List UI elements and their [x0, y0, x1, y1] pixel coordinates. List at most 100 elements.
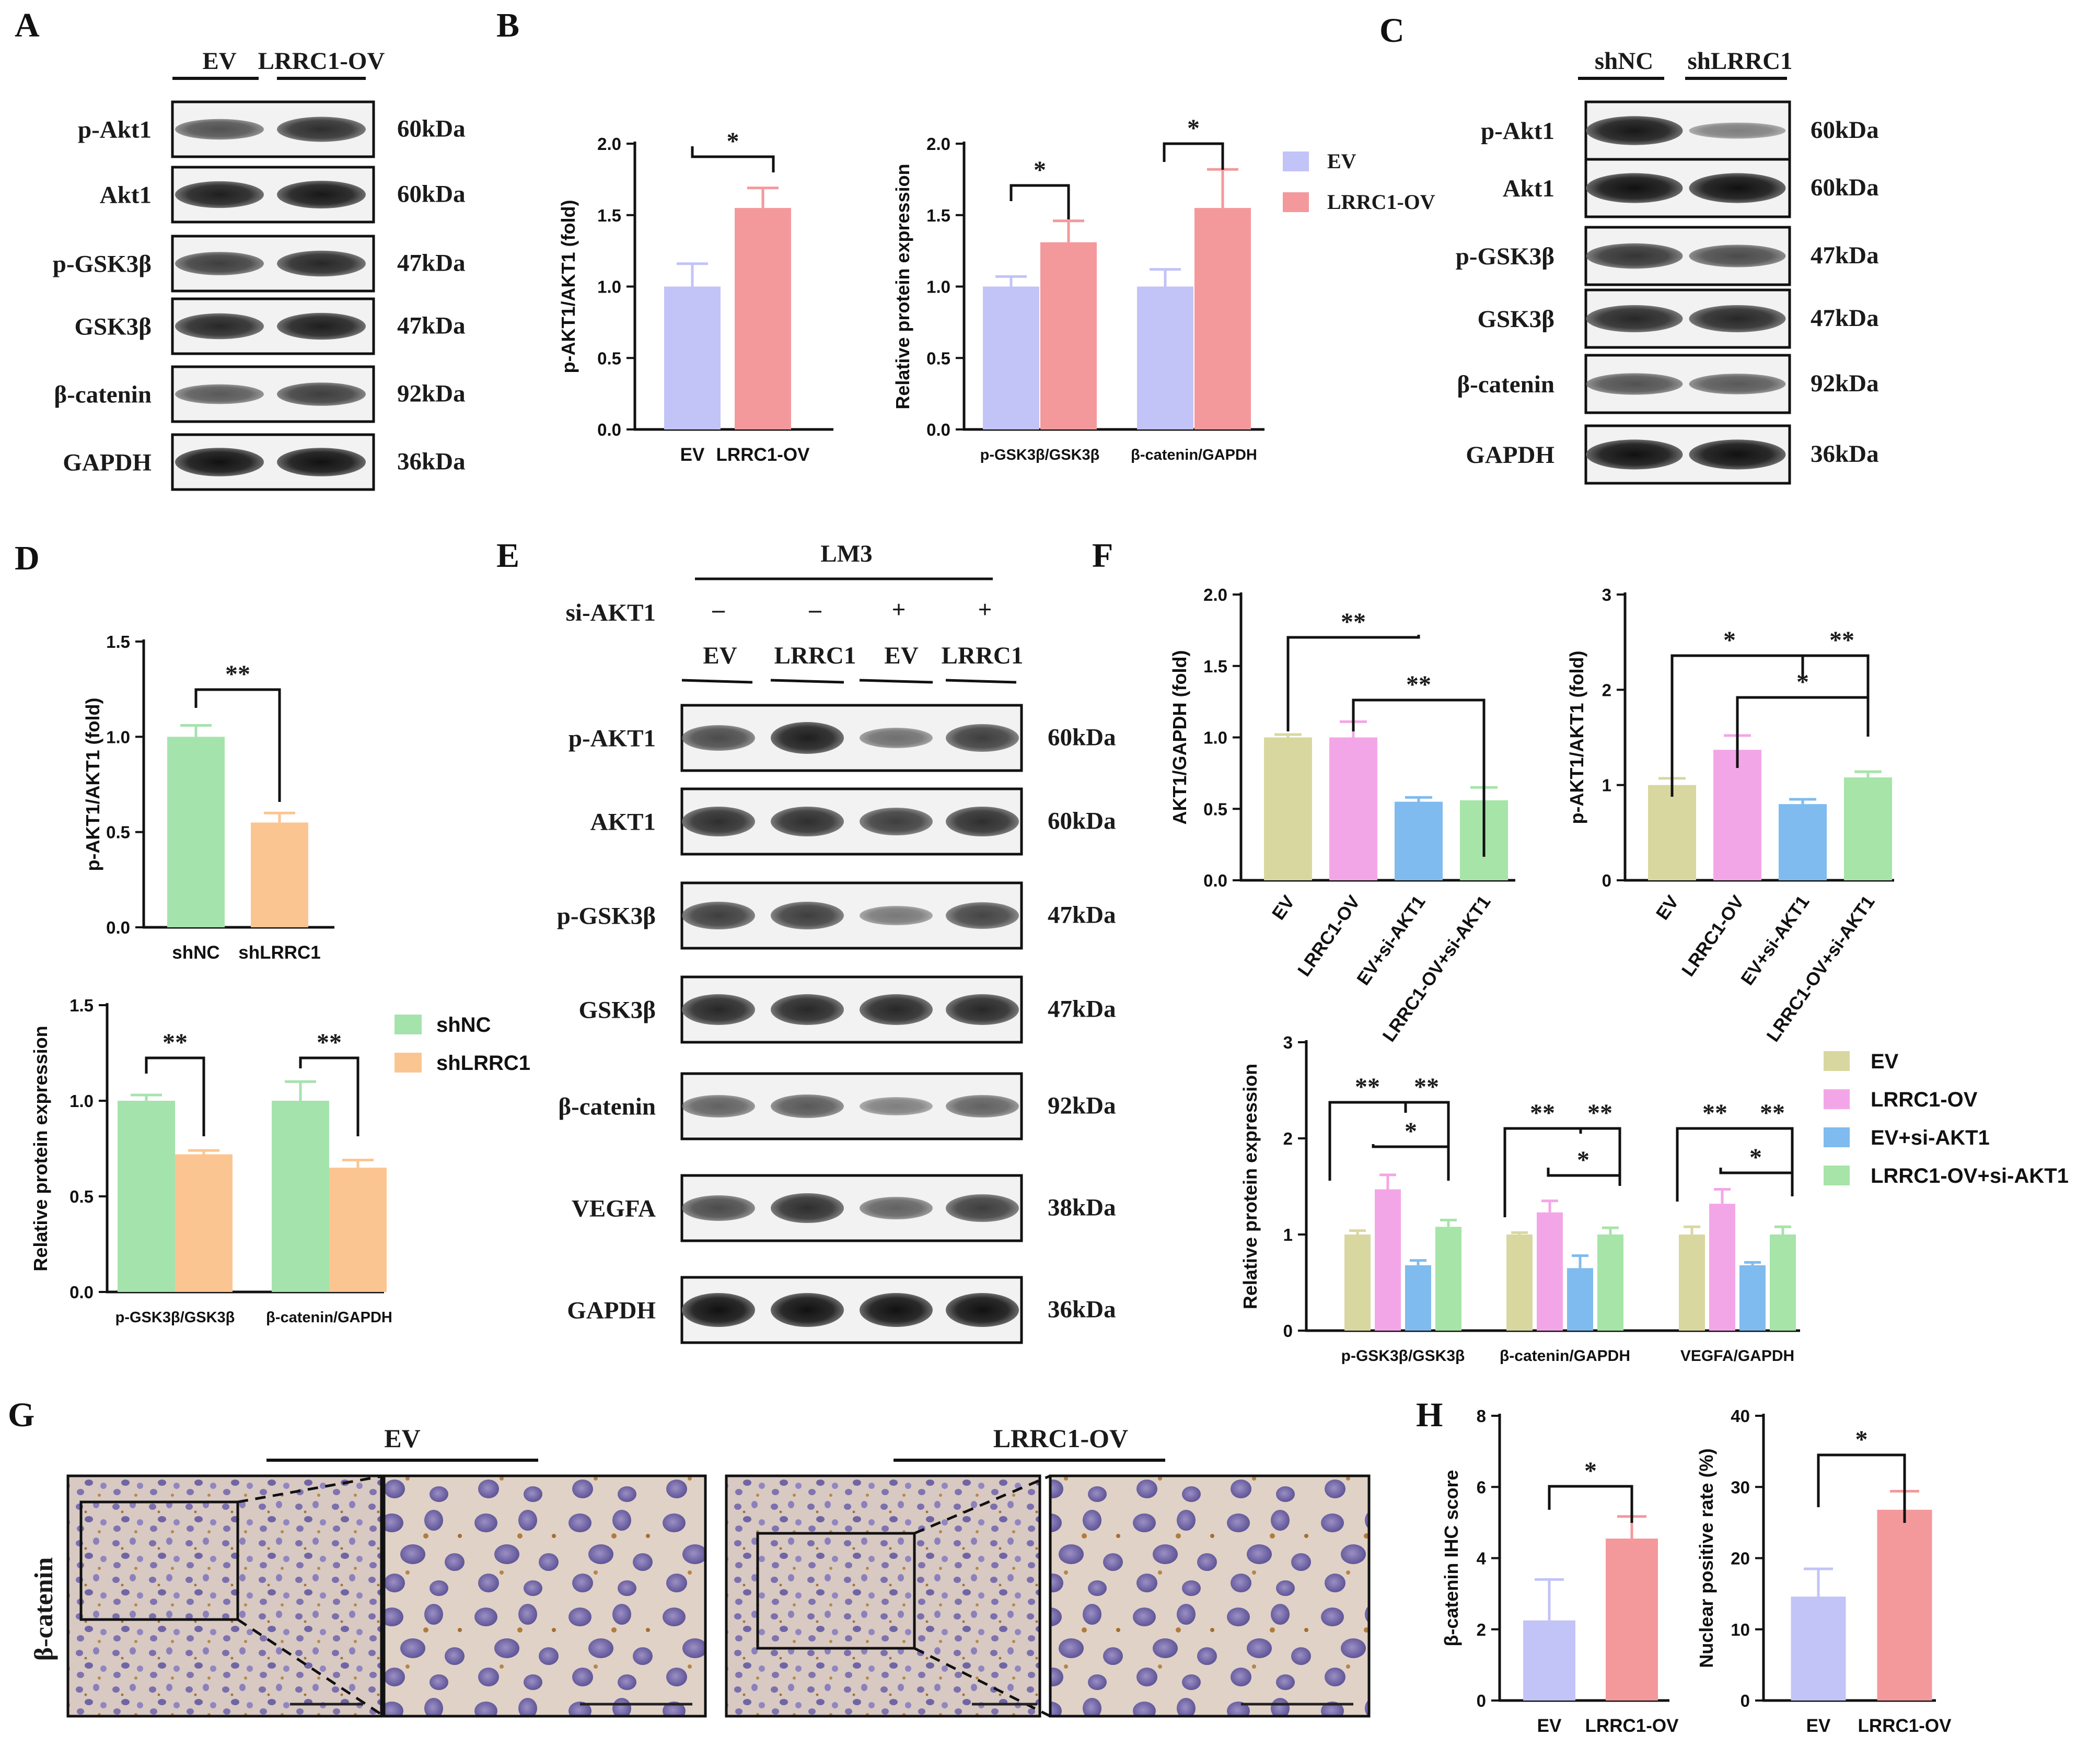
- blot-e-sign-2: –: [808, 596, 821, 623]
- blot-e-sign-4: +: [978, 596, 992, 623]
- blot-e-band: [682, 725, 755, 751]
- panel-letter-e: E: [496, 537, 519, 575]
- y-tick-label: 0.5: [106, 823, 130, 842]
- blot-e-band: [682, 1195, 755, 1221]
- chart-F1: 0.0 0.5 1.0 1.5 2.0 AKT1/GAPDH (fold) EVLRRC1-…: [1169, 585, 1515, 1045]
- x-tick-label: EV+si-AKT1: [1353, 892, 1429, 989]
- y-tick-label: 0.0: [926, 420, 950, 439]
- blot-e-treatment-label: si-AKT1: [566, 599, 656, 626]
- y-axis-label: p-AKT1/AKT1 (fold): [82, 698, 103, 871]
- legend-d-label-shnc: shNC: [436, 1014, 491, 1036]
- significance-bracket: [1801, 654, 1870, 724]
- blot-e-row-label: β-catenin: [558, 1093, 656, 1121]
- x-tick-label: LRRC1-OV: [1585, 1716, 1679, 1736]
- blot-a-row-label: GSK3β: [74, 313, 152, 341]
- blot-e-band: [860, 994, 933, 1025]
- x-tick-label: p-GSK3β/GSK3β: [980, 447, 1100, 463]
- panel-letter-h: H: [1416, 1396, 1443, 1434]
- blot-a-band: [277, 117, 366, 142]
- significance-label: *: [727, 127, 739, 155]
- blot-c-band: [1586, 116, 1683, 145]
- blot-e-band: [946, 1194, 1019, 1222]
- blot-e-row-label: GAPDH: [567, 1297, 656, 1324]
- blot-c-band: [1689, 305, 1786, 332]
- blot-e-row-kda: 60kDa: [1048, 808, 1116, 835]
- legend-f: EV LRRC1-OV EV+si-AKT1 LRRC1-OV+si-AKT1: [1824, 1050, 2069, 1187]
- y-tick-label: 6: [1477, 1477, 1486, 1497]
- x-tick-label: EV+si-AKT1: [1737, 892, 1813, 989]
- ihc-ov-overview-image: [725, 1474, 1041, 1718]
- y-tick-label: 30: [1731, 1477, 1750, 1497]
- x-tick-label: shNC: [172, 942, 219, 963]
- x-tick-label: shLRRC1: [238, 942, 321, 963]
- blot-e-lane-line: [681, 679, 753, 684]
- blot-c-row-label: β-catenin: [1457, 371, 1554, 398]
- x-tick-label: EV: [1268, 892, 1299, 924]
- blot-a-group-ev: EV: [202, 48, 236, 75]
- blot-e-band: [771, 1293, 844, 1327]
- significance-label: *: [1855, 1426, 1868, 1453]
- y-tick-label: 2.0: [926, 134, 950, 154]
- y-tick-label: 1.0: [69, 1091, 94, 1111]
- bar: [1375, 1189, 1401, 1331]
- chart-H1: 0 2 4 6 8 β-catenin IHC score EV LRRC1-OV *: [1441, 1406, 1679, 1736]
- y-axis-label: p-AKT1/AKT1 (fold): [558, 200, 579, 374]
- legend-d-swatch-shlrrc1: [395, 1053, 422, 1073]
- blot-e-row-label: p-GSK3β: [557, 903, 656, 930]
- y-tick-label: 1: [1283, 1225, 1293, 1244]
- y-tick-label: 2: [1602, 680, 1611, 700]
- y-tick-label: 4: [1477, 1549, 1487, 1568]
- significance-bracket: [1372, 1144, 1450, 1181]
- bar: [735, 208, 791, 429]
- bar: [1779, 804, 1827, 880]
- y-tick-label: 0.0: [597, 420, 621, 439]
- blot-e-band: [860, 906, 933, 925]
- blot-e-band: [860, 1097, 933, 1115]
- legend-b-label-ov: LRRC1-OV: [1327, 190, 1435, 214]
- y-tick-label: 3: [1602, 585, 1611, 604]
- bar: [1709, 1204, 1735, 1331]
- panel-letter-d: D: [15, 539, 40, 577]
- bar: [1648, 785, 1696, 880]
- significance-bracket: [299, 1056, 359, 1136]
- blot-e-band: [682, 807, 755, 836]
- blot-a-row-kda: 60kDa: [397, 115, 466, 143]
- y-tick-label: 0.5: [69, 1187, 94, 1206]
- legend-b: EV LRRC1-OV: [1283, 149, 1435, 214]
- blot-c-group-shnc: shNC: [1595, 48, 1653, 75]
- blot-c-band: [1586, 243, 1683, 269]
- bar: [175, 1154, 233, 1292]
- blot-c-band: [1689, 374, 1786, 394]
- blot-a-row-kda: 47kDa: [397, 312, 466, 340]
- blot-c-row-kda: 60kDa: [1811, 117, 1879, 144]
- blot-a-row-label: p-GSK3β: [53, 251, 152, 278]
- bar: [1329, 737, 1377, 880]
- blot-e-band: [946, 1293, 1019, 1327]
- significance-bracket: [194, 688, 281, 802]
- blot-c-row-label: p-GSK3β: [1456, 243, 1554, 270]
- blot-e-band: [860, 1197, 933, 1219]
- blot-e-row-kda: 92kDa: [1048, 1092, 1116, 1120]
- bar: [1739, 1265, 1766, 1331]
- blot-a-band: [175, 181, 264, 208]
- y-tick-label: 0.0: [106, 918, 130, 937]
- significance-bracket: [1676, 1127, 1753, 1202]
- blot-a-row-kda: 36kDa: [397, 448, 466, 475]
- blot-c-row-kda: 92kDa: [1811, 370, 1879, 397]
- blot-e-band: [771, 902, 844, 929]
- chart-B2: 0.0 0.5 1.0 1.5 2.0 Relative protein expressi…: [892, 114, 1264, 463]
- significance-label: **: [317, 1029, 342, 1056]
- blot-e-row-kda: 47kDa: [1048, 996, 1116, 1023]
- y-axis-label: β-catenin IHC score: [1441, 1470, 1462, 1646]
- y-axis-label: Nuclear positive rate (%): [1696, 1448, 1717, 1668]
- blot-a-band: [277, 312, 366, 340]
- y-tick-label: 8: [1477, 1406, 1486, 1426]
- blot-a: EV LRRC1-OV p-Akt1 60kDa Akt1 60kDa p-GSK3β 4…: [53, 48, 466, 491]
- blot-c-row-kda: 36kDa: [1811, 440, 1879, 468]
- significance-bracket: [691, 146, 775, 172]
- significance-label: **: [1760, 1099, 1785, 1127]
- y-tick-label: 0.0: [1203, 871, 1227, 890]
- significance-bracket: [1503, 1127, 1582, 1217]
- blot-e-lane-line: [945, 679, 1017, 684]
